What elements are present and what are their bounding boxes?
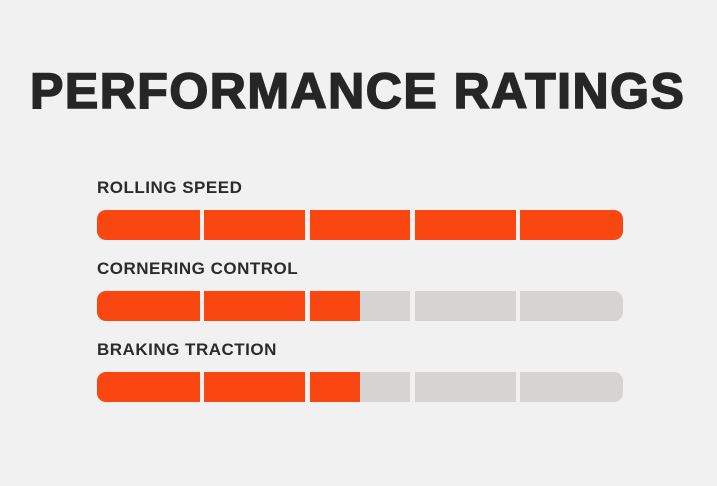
segment-gap (305, 291, 310, 321)
segment-gap (305, 210, 310, 240)
rating-row: CORNERING CONTROL (97, 259, 623, 321)
rating-label: ROLLING SPEED (97, 178, 243, 197)
segment-gap (199, 210, 205, 240)
segment-gap (199, 372, 205, 402)
rating-label: BRAKING TRACTION (97, 340, 277, 359)
segment-gap (515, 210, 521, 240)
segment-gap (410, 291, 415, 321)
rating-bar (97, 291, 623, 321)
rating-bar-fill (97, 210, 623, 240)
segment-gap (515, 372, 521, 402)
segment-gap (410, 210, 415, 240)
rating-bar-fill (97, 372, 360, 402)
rating-bar (97, 210, 623, 240)
segment-gap (515, 291, 521, 321)
segment-gap (305, 372, 310, 402)
page-title: PERFORMANCE RATINGS (29, 63, 686, 119)
segment-gap (410, 372, 415, 402)
rating-label: CORNERING CONTROL (97, 259, 299, 278)
rating-bar-fill (97, 291, 360, 321)
rating-row: BRAKING TRACTION (97, 340, 623, 402)
rating-row: ROLLING SPEED (97, 178, 623, 240)
ratings-list: ROLLING SPEED CORNERING CONTROL BRAKING TR… (97, 0, 623, 486)
rating-bar (97, 372, 623, 402)
segment-gap (199, 291, 205, 321)
